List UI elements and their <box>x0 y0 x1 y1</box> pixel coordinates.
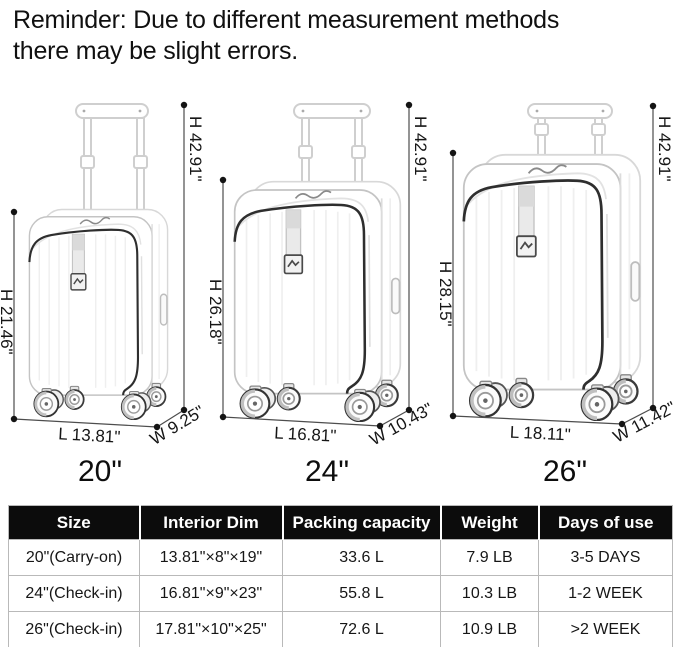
col-header-packing-capacity: Packing capacity <box>282 505 442 540</box>
dim-label-body-height-24: H 26.18" <box>206 279 225 345</box>
luggage-26-drawing: H 42.91" H 28.15" L 18.11" W 11.42" 26" <box>436 102 679 488</box>
dim-label-total-height-20: H 42.91" <box>186 116 205 182</box>
cell-interior-dim: 16.81"×9"×23" <box>139 575 283 612</box>
cell-capacity: 33.6 L <box>282 539 441 576</box>
dim-label-total-height-26: H 42.91" <box>655 116 674 182</box>
col-header-size: Size <box>8 505 141 540</box>
table-row-24: 24"(Check-in) 16.81"×9"×23" 55.8 L 10.3 … <box>8 575 673 612</box>
luggage-24-drawing: H 42.91" H 26.18" L 16.81" W 10.43" 24" <box>206 101 436 488</box>
cell-weight: 7.9 LB <box>440 539 539 576</box>
size-caption-20: 20" <box>78 455 122 488</box>
dim-label-body-height-20: H 21.46" <box>0 289 16 355</box>
cell-days: 3-5 DAYS <box>538 539 673 576</box>
cell-interior-dim: 13.81"×8"×19" <box>139 539 283 576</box>
cell-capacity: 55.8 L <box>282 575 441 612</box>
cell-days: 1-2 WEEK <box>538 575 673 612</box>
dim-label-body-height-26: H 28.15" <box>436 261 455 327</box>
dim-label-length-24: L 16.81" <box>274 423 337 445</box>
cell-interior-dim: 17.81"×10"×25" <box>139 611 283 647</box>
dim-label-length-26: L 18.11" <box>509 423 571 445</box>
spec-table: Size Interior Dim Packing capacity Weigh… <box>8 505 673 647</box>
cell-capacity: 72.6 L <box>282 611 441 647</box>
reminder-line-1: Reminder: Due to different measurement m… <box>13 6 560 34</box>
luggage-20-drawing: H 42.91" H 21.46" L 13.81" W 9.25" 20" <box>0 101 208 488</box>
dim-label-length-20: L 13.81" <box>58 424 121 446</box>
dim-label-total-height-24: H 42.91" <box>411 116 430 182</box>
reminder-note: Reminder: Due to different measurement m… <box>13 5 663 67</box>
cell-size: 24"(Check-in) <box>8 575 140 612</box>
col-header-interior-dim: Interior Dim <box>139 505 284 540</box>
size-caption-24: 24" <box>305 455 349 488</box>
table-header-row: Size Interior Dim Packing capacity Weigh… <box>8 505 673 540</box>
cell-days: >2 WEEK <box>538 611 673 647</box>
luggage-figure: H 42.91" H 21.46" L 13.81" W 9.25" 20" <box>0 101 679 488</box>
spec-table-section: Size Interior Dim Packing capacity Weigh… <box>8 505 673 647</box>
cell-weight: 10.9 LB <box>440 611 539 647</box>
reminder-line-2: there may be slight errors. <box>13 37 298 65</box>
col-header-weight: Weight <box>440 505 540 540</box>
table-row-20: 20"(Carry-on) 13.81"×8"×19" 33.6 L 7.9 L… <box>8 539 673 576</box>
cell-size: 20"(Carry-on) <box>8 539 140 576</box>
col-header-days-of-use: Days of use <box>538 505 673 540</box>
size-caption-26: 26" <box>543 455 587 488</box>
cell-size: 26"(Check-in) <box>8 611 140 647</box>
cell-weight: 10.3 LB <box>440 575 539 612</box>
table-row-26: 26"(Check-in) 17.81"×10"×25" 72.6 L 10.9… <box>8 611 673 647</box>
